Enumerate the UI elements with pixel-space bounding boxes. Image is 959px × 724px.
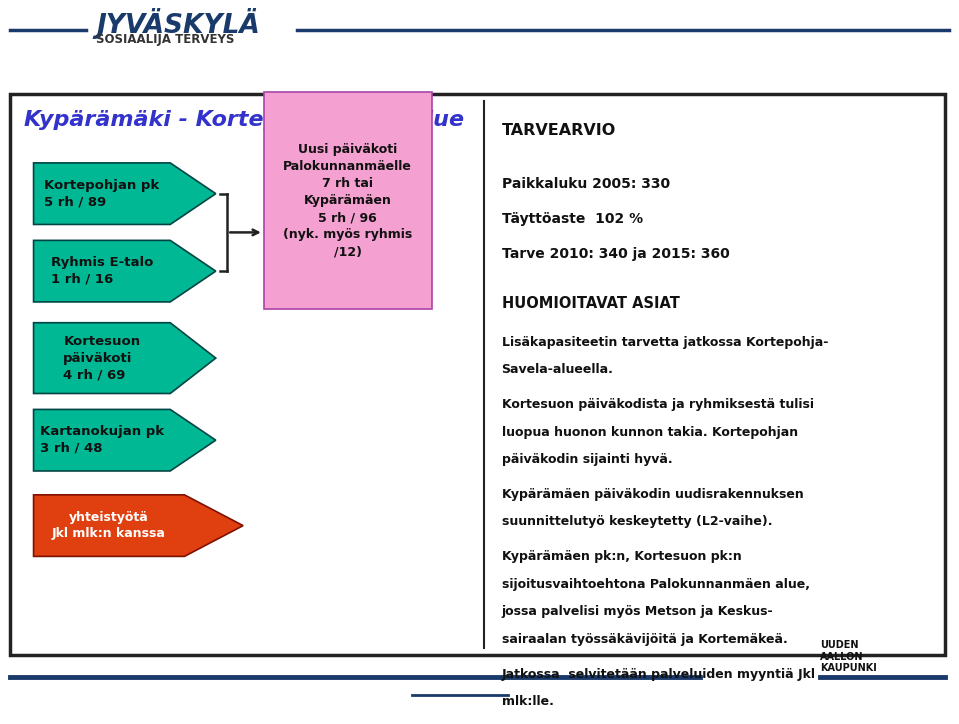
Text: Kypärämäki - Kortepohjanalue alue: Kypärämäki - Kortepohjanalue alue	[24, 110, 464, 130]
Polygon shape	[34, 495, 243, 556]
Text: Ryhmis E-talo
1 rh / 16: Ryhmis E-talo 1 rh / 16	[51, 256, 153, 286]
Text: HUOMIOITAVAT ASIAT: HUOMIOITAVAT ASIAT	[502, 296, 679, 311]
Polygon shape	[34, 240, 216, 302]
FancyBboxPatch shape	[264, 92, 432, 309]
Text: Savela-alueella.: Savela-alueella.	[502, 363, 614, 376]
Text: Kortesuon päiväkodista ja ryhmiksestä tulisi: Kortesuon päiväkodista ja ryhmiksestä tu…	[502, 398, 813, 411]
Text: Kypärämäen päiväkodin uudisrakennuksen: Kypärämäen päiväkodin uudisrakennuksen	[502, 488, 804, 501]
Text: sijoitusvaihtoehtona Palokunnanmäen alue,: sijoitusvaihtoehtona Palokunnanmäen alue…	[502, 578, 809, 591]
Text: sairaalan työssäkävijöitä ja Kortemäkeä.: sairaalan työssäkävijöitä ja Kortemäkeä.	[502, 633, 787, 646]
Text: jossa palvelisi myös Metson ja Keskus-: jossa palvelisi myös Metson ja Keskus-	[502, 605, 773, 618]
Text: Kartanokujan pk
3 rh / 48: Kartanokujan pk 3 rh / 48	[40, 426, 164, 455]
Text: SOSIAALIJA TERVEYS: SOSIAALIJA TERVEYS	[96, 33, 234, 46]
Text: Täyttöaste  102 %: Täyttöaste 102 %	[502, 212, 643, 226]
Text: päiväkodin sijainti hyvä.: päiväkodin sijainti hyvä.	[502, 453, 672, 466]
Text: Jatkossa  selvitetään palveluiden myyntiä Jkl: Jatkossa selvitetään palveluiden myyntiä…	[502, 668, 815, 681]
Text: luopua huonon kunnon takia. Kortepohjan: luopua huonon kunnon takia. Kortepohjan	[502, 426, 798, 439]
Text: Paikkaluku 2005: 330: Paikkaluku 2005: 330	[502, 177, 669, 191]
Polygon shape	[34, 323, 216, 394]
Text: Uusi päiväkoti
Palokunnanmäelle
7 rh tai
Kypärämäen
5 rh / 96
(nyk. myös ryhmis
: Uusi päiväkoti Palokunnanmäelle 7 rh tai…	[283, 143, 412, 258]
Text: JYVÄSKYLÄ: JYVÄSKYLÄ	[96, 8, 260, 38]
FancyBboxPatch shape	[10, 94, 945, 655]
Text: suunnittelutyö keskeytetty (L2-vaihe).: suunnittelutyö keskeytetty (L2-vaihe).	[502, 515, 772, 529]
Text: TARVEARVIO: TARVEARVIO	[502, 123, 616, 138]
Polygon shape	[34, 163, 216, 224]
Text: UUDEN
AALLON
KAUPUNKI: UUDEN AALLON KAUPUNKI	[820, 640, 877, 673]
Text: Kortepohjan pk
5 rh / 89: Kortepohjan pk 5 rh / 89	[44, 179, 159, 209]
Text: Kortesuon
päiväkoti
4 rh / 69: Kortesuon päiväkoti 4 rh / 69	[63, 335, 140, 381]
Text: mlk:lle.: mlk:lle.	[502, 695, 553, 708]
Text: Kypärämäen pk:n, Kortesuon pk:n: Kypärämäen pk:n, Kortesuon pk:n	[502, 550, 741, 563]
Polygon shape	[34, 410, 216, 471]
Text: Tarve 2010: 340 ja 2015: 360: Tarve 2010: 340 ja 2015: 360	[502, 247, 729, 261]
Text: yhteistyötä
Jkl mlk:n kanssa: yhteistyötä Jkl mlk:n kanssa	[52, 511, 166, 540]
Text: Lisäkapasiteetin tarvetta jatkossa Kortepohja-: Lisäkapasiteetin tarvetta jatkossa Korte…	[502, 336, 828, 349]
